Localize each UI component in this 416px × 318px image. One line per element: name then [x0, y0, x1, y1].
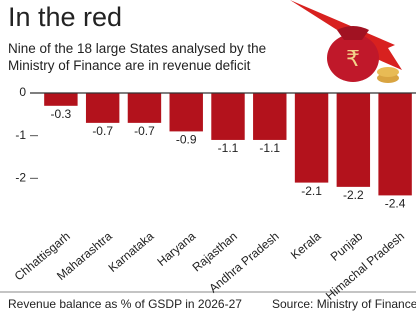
chart-subtitle: Nine of the 18 large States analysed by …	[8, 40, 283, 74]
svg-text:₹: ₹	[346, 46, 360, 71]
bar	[44, 93, 77, 106]
value-label: -2.2	[343, 188, 364, 202]
bar	[128, 93, 161, 123]
x-tick-label: Kerala	[288, 229, 324, 262]
source: Source: Ministry of Finance	[272, 297, 416, 311]
bar	[253, 93, 286, 140]
chart-title: In the red	[8, 2, 122, 33]
value-label: -1.1	[218, 141, 239, 155]
y-tick-label: -1	[15, 128, 26, 142]
value-label: -2.4	[385, 197, 406, 211]
value-label: -0.7	[134, 124, 155, 138]
bar	[295, 93, 328, 183]
x-tick-label: Punjab	[328, 229, 366, 264]
value-label: -0.3	[51, 107, 72, 121]
value-label: -2.1	[301, 184, 322, 198]
y-tick-label: -2	[15, 171, 26, 185]
x-axis-label: Revenue balance as % of GSDP in 2026-27	[8, 297, 242, 311]
bar	[337, 93, 370, 187]
page: ₹ Revenue balance as % of GSDP in 2026-2…	[0, 0, 416, 318]
bar	[86, 93, 119, 123]
bar	[378, 93, 411, 195]
value-label: -0.9	[176, 133, 197, 147]
x-tick-label: Karnataka	[106, 229, 157, 275]
bar	[170, 93, 203, 131]
money-bag-icon: ₹	[290, 0, 402, 83]
y-tick-label: 0	[19, 85, 26, 99]
value-label: -1.1	[259, 141, 280, 155]
value-label: -0.7	[92, 124, 113, 138]
bar	[211, 93, 244, 140]
